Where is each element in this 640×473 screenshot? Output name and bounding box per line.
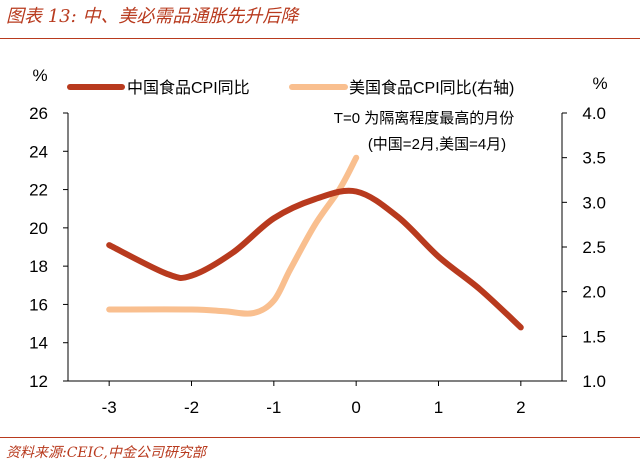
x-tick-label: 2 — [516, 398, 525, 417]
left-y-tick-label: 26 — [29, 104, 48, 123]
annotation-line-1: T=0 为隔离程度最高的月份 — [334, 110, 514, 127]
right-y-tick-label: 2.5 — [582, 238, 606, 257]
title-rule — [0, 38, 640, 39]
left-y-tick-label: 24 — [29, 142, 48, 161]
legend-label-us: 美国食品CPI同比(右轴) — [349, 79, 514, 97]
left-y-tick-label: 22 — [29, 181, 48, 200]
series-lines — [106, 154, 524, 331]
x-tick-label: -2 — [184, 398, 199, 417]
right-y-tick-label: 2.0 — [582, 283, 606, 302]
annotation: T=0 为隔离程度最高的月份 (中国=2月,美国=4月) — [334, 110, 514, 153]
x-tick-label: 1 — [434, 398, 443, 417]
right-y-tick-label: 3.5 — [582, 149, 606, 168]
legend: 中国食品CPI同比 美国食品CPI同比(右轴) — [67, 79, 514, 97]
left-y-tick-label: 20 — [29, 219, 48, 238]
x-tick-label: 0 — [351, 398, 360, 417]
left-y-unit-label: % — [32, 66, 47, 85]
axes: 1214161820222426%1.01.52.02.53.03.54.0%-… — [29, 66, 607, 417]
right-y-tick-label: 3.0 — [582, 193, 606, 212]
left-y-tick-label: 16 — [29, 295, 48, 314]
series-line-us-food-cpi — [106, 154, 360, 317]
annotation-line-2: (中国=2月,美国=4月) — [368, 136, 506, 153]
right-y-tick-label: 1.5 — [582, 327, 606, 346]
left-y-tick-label: 12 — [29, 372, 48, 391]
series-line-china-food-cpi — [106, 187, 524, 331]
figure-title: 图表 13: 中、美必需品通胀先升后降 — [6, 6, 299, 27]
legend-label-china: 中国食品CPI同比 — [127, 79, 250, 97]
x-tick-label: -3 — [102, 398, 117, 417]
right-y-unit-label: % — [592, 74, 607, 93]
x-tick-label: -1 — [266, 398, 281, 417]
left-y-tick-label: 14 — [29, 334, 48, 353]
right-y-tick-label: 4.0 — [582, 104, 606, 123]
right-y-tick-label: 1.0 — [582, 372, 606, 391]
source-rule — [0, 437, 640, 438]
source-note: 资料来源:CEIC,中金公司研究部 — [6, 445, 206, 461]
left-y-tick-label: 18 — [29, 257, 48, 276]
